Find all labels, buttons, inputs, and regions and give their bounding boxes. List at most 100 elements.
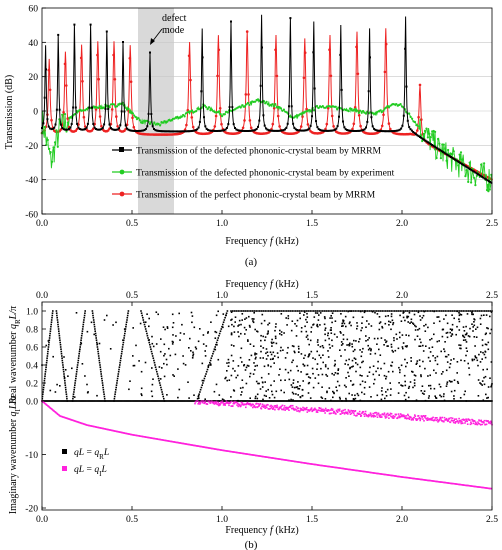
point-defected-mrrm — [57, 33, 60, 36]
y-tick-label-imag: -10 — [25, 450, 38, 461]
point-real — [482, 351, 484, 354]
point-real — [346, 338, 349, 341]
point-defected-mrrm — [76, 122, 79, 125]
point-imag-upper — [381, 416, 383, 418]
point-real — [417, 329, 419, 331]
point-real — [312, 386, 315, 389]
point-real — [455, 310, 457, 312]
point-real — [406, 345, 408, 347]
point-experiment — [133, 114, 136, 117]
point-real — [405, 365, 407, 368]
point-real — [58, 337, 61, 339]
point-real — [321, 397, 324, 399]
point-real — [232, 310, 234, 312]
point-real — [292, 379, 295, 381]
point-imag-upper — [453, 418, 456, 420]
point-real — [464, 310, 466, 312]
point-perfect-mrrm — [47, 68, 51, 72]
point-defected-mrrm — [259, 84, 262, 87]
point-real — [172, 334, 174, 336]
point-real — [270, 341, 273, 344]
point-real — [72, 395, 74, 398]
point-real — [206, 368, 209, 371]
x-tick-label: 1.0 — [216, 218, 228, 229]
point-real — [246, 364, 249, 367]
svg-text:Transmission of the defected p: Transmission of the defected phononic-cr… — [136, 168, 395, 179]
point-defected-mrrm — [350, 129, 353, 132]
point-real — [307, 310, 310, 312]
point-real — [230, 311, 233, 313]
point-real — [441, 328, 444, 331]
point-real — [45, 366, 47, 368]
point-real — [125, 321, 128, 323]
point-defected-mrrm — [274, 129, 277, 132]
point-imag-upper — [476, 423, 479, 426]
point-real — [352, 383, 355, 386]
point-experiment — [380, 111, 383, 114]
point-real — [368, 323, 370, 325]
point-imag-upper — [217, 401, 219, 404]
point-real — [310, 326, 313, 329]
point-real — [41, 395, 44, 398]
point-experiment — [243, 105, 247, 108]
point-defected-mrrm — [113, 128, 116, 131]
point-real — [413, 310, 416, 312]
point-real — [103, 395, 106, 398]
point-defected-mrrm — [473, 170, 475, 173]
point-defected-mrrm — [257, 125, 259, 128]
point-real — [428, 395, 430, 397]
point-imag-upper — [253, 405, 256, 407]
point-real — [324, 317, 326, 320]
point-real — [212, 350, 215, 353]
point-real — [376, 313, 379, 315]
point-imag-upper — [412, 419, 414, 421]
point-real — [45, 344, 48, 347]
point-experiment — [439, 157, 442, 160]
point-real — [465, 347, 468, 349]
point-defected-mrrm — [309, 124, 312, 127]
point-real — [388, 310, 391, 312]
point-imag-upper — [324, 412, 326, 414]
point-real — [329, 317, 331, 319]
point-real — [456, 325, 458, 328]
point-imag-upper — [485, 423, 488, 426]
point-real — [316, 341, 319, 343]
point-real — [336, 380, 339, 383]
point-defected-mrrm — [389, 130, 392, 133]
point-defected-mrrm — [332, 129, 335, 132]
point-real — [252, 345, 255, 347]
point-real — [344, 349, 346, 351]
point-defected-mrrm — [383, 130, 386, 133]
point-defected-mrrm — [446, 153, 448, 156]
point-real — [83, 314, 86, 317]
point-real — [480, 351, 482, 353]
point-defected-mrrm — [135, 130, 138, 132]
point-real — [84, 312, 86, 314]
point-real — [129, 380, 131, 382]
point-imag-upper — [335, 413, 337, 415]
point-defected-mrrm — [111, 128, 114, 131]
point-imag-upper — [291, 407, 293, 410]
point-real — [416, 360, 419, 362]
point-defected-mrrm — [92, 123, 95, 125]
point-real — [239, 310, 241, 312]
point-imag-upper — [199, 402, 202, 404]
point-real — [287, 310, 290, 312]
point-defected-mrrm — [217, 129, 220, 132]
point-defected-mrrm — [398, 128, 401, 131]
point-real — [354, 310, 356, 312]
point-real — [99, 366, 102, 368]
point-defected-mrrm — [444, 152, 447, 155]
point-defected-mrrm — [43, 96, 46, 99]
point-imag-upper — [480, 421, 483, 423]
point-defected-mrrm — [340, 88, 343, 91]
point-real — [381, 393, 384, 396]
point-imag-upper — [264, 407, 266, 409]
point-real — [396, 338, 398, 340]
point-imag-upper — [348, 410, 350, 412]
point-imag-upper — [438, 418, 441, 421]
point-defected-mrrm — [404, 47, 407, 50]
point-real — [251, 318, 254, 320]
point-real — [269, 358, 272, 361]
point-defected-mrrm — [144, 128, 147, 130]
